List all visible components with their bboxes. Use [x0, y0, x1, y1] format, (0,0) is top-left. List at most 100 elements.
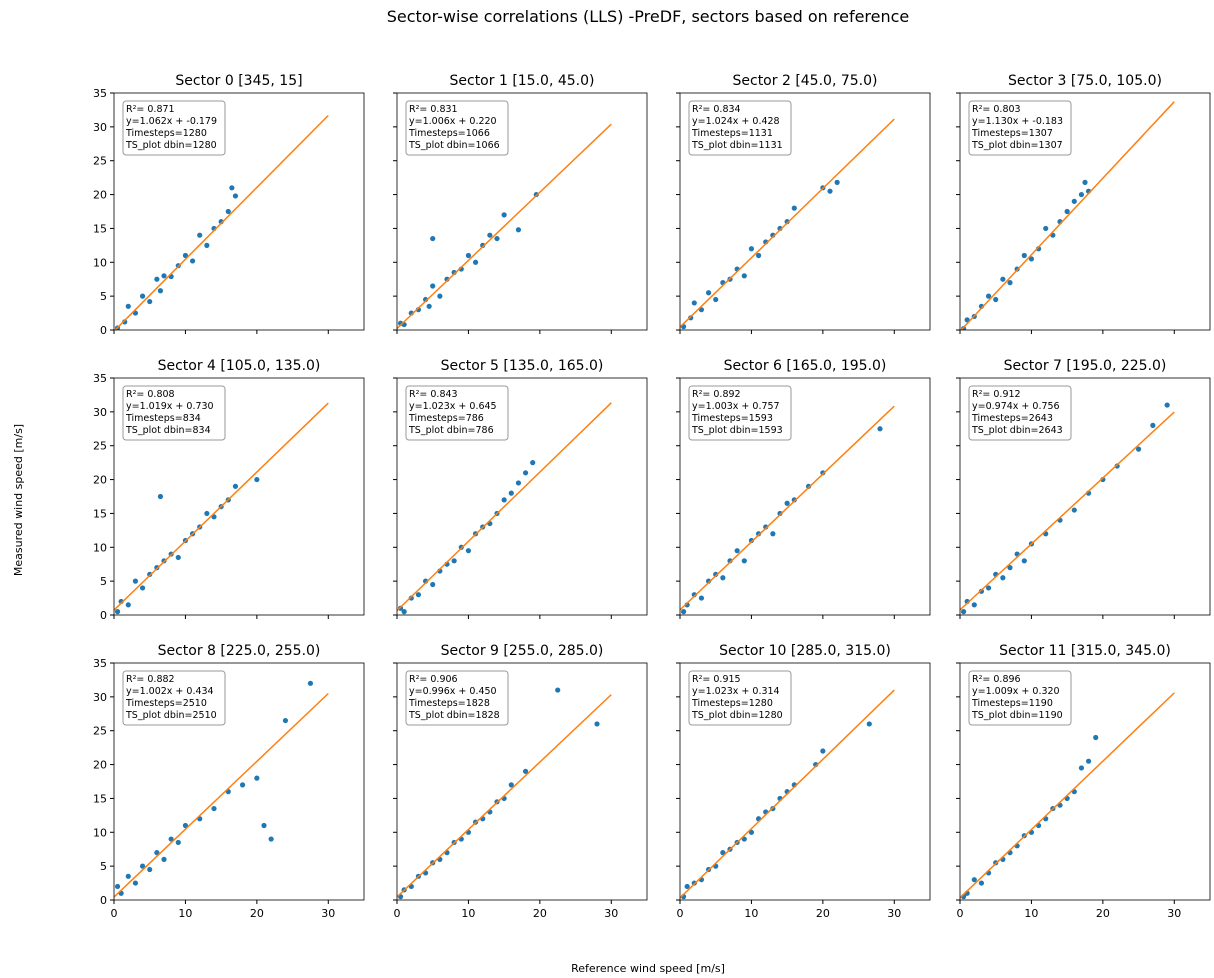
y-tick-label: 10	[93, 541, 107, 554]
point	[533, 191, 539, 198]
point	[713, 296, 719, 303]
point	[426, 303, 432, 309]
axes-frame	[679, 92, 931, 331]
point	[748, 829, 755, 835]
point	[175, 839, 181, 846]
point	[877, 426, 883, 432]
axes-frame	[113, 92, 365, 331]
point	[960, 609, 967, 615]
y-tick-label: 20	[93, 189, 107, 202]
point	[755, 252, 762, 259]
annotation-text: Timesteps=1190	[971, 698, 1053, 709]
point	[748, 537, 755, 544]
y-tick-label: 30	[93, 691, 107, 704]
y-tick-label: 5	[100, 860, 107, 873]
point	[698, 595, 705, 601]
point	[225, 208, 231, 215]
annotation-box	[122, 100, 226, 156]
point	[232, 483, 239, 489]
fit-line	[397, 123, 612, 330]
annotation-text: TS_plot dbin=1131	[691, 140, 783, 151]
point	[805, 483, 812, 489]
annotation-text: R²= 0.896	[972, 674, 1021, 685]
plot-area	[114, 114, 329, 330]
point	[437, 293, 443, 299]
point	[530, 460, 536, 466]
annotation-text: y=1.024x + 0.428	[692, 116, 780, 127]
y-tick-label: 30	[93, 406, 107, 419]
point	[820, 748, 826, 754]
plot-area	[397, 402, 612, 615]
x-tick-label: 20	[250, 907, 264, 920]
point	[770, 531, 776, 537]
point	[401, 609, 407, 615]
point	[555, 687, 561, 693]
y-tick-label: 25	[93, 440, 107, 453]
axes-frame	[396, 92, 648, 331]
axes-frame	[396, 377, 648, 616]
y-tick-label: 35	[93, 87, 107, 100]
annotation-text: TS_plot dbin=1280	[691, 710, 783, 721]
point	[1071, 507, 1077, 513]
point	[182, 822, 189, 829]
fit-line	[960, 411, 1175, 611]
point	[430, 235, 436, 242]
point	[978, 588, 985, 594]
y-tick-label: 15	[93, 507, 107, 520]
point	[154, 276, 160, 282]
point	[232, 193, 239, 199]
annotation-text: TS_plot dbin=2643	[971, 425, 1063, 436]
annotation-text: R²= 0.915	[692, 674, 741, 685]
point	[741, 558, 747, 564]
point	[408, 595, 414, 601]
plot-area	[397, 687, 612, 900]
point	[157, 288, 164, 294]
point	[594, 721, 600, 727]
point	[1064, 208, 1070, 215]
annotation-text: TS_plot dbin=2510	[125, 710, 217, 721]
fit-line	[680, 405, 895, 611]
x-tick-label: 10	[1024, 907, 1038, 920]
subplot-title: Sector 4 [105.0, 135.0)	[158, 358, 321, 374]
subplot-title: Sector 7 [195.0, 225.0)	[1004, 358, 1167, 374]
plot-area	[114, 680, 329, 898]
subplot-title: Sector 6 [165.0, 195.0)	[724, 358, 887, 374]
point	[430, 581, 436, 588]
point	[114, 883, 121, 890]
subplot-title: Sector 0 [345, 15]	[175, 73, 302, 89]
point	[522, 470, 529, 476]
point	[501, 497, 507, 503]
point	[720, 850, 726, 856]
axes-frame	[959, 662, 1211, 901]
annotation-box	[405, 670, 509, 726]
annotation-text: y=1.130x + -0.183	[972, 116, 1063, 127]
point	[508, 782, 514, 788]
subplot-title: Sector 9 [255.0, 285.0)	[441, 643, 604, 659]
annotation-text: TS_plot dbin=1307	[971, 140, 1063, 151]
point	[139, 585, 146, 591]
point	[515, 480, 522, 486]
point	[211, 805, 217, 812]
point	[147, 298, 153, 305]
point	[125, 873, 131, 879]
point	[1028, 256, 1035, 262]
point	[1082, 179, 1088, 185]
point	[827, 188, 833, 194]
annotation-text: R²= 0.912	[972, 389, 1021, 400]
annotation-text: TS_plot dbin=1593	[691, 425, 783, 436]
point	[1071, 198, 1077, 204]
annotation-text: Timesteps=1828	[408, 698, 490, 709]
point	[508, 490, 514, 496]
point	[1150, 422, 1156, 428]
fit-line	[680, 689, 895, 899]
point	[784, 500, 790, 506]
point	[254, 476, 260, 483]
annotation-text: y=1.062x + -0.179	[126, 116, 217, 127]
point	[451, 558, 457, 564]
subplot-title: Sector 5 [135.0, 165.0)	[441, 358, 604, 374]
point	[1093, 734, 1099, 741]
point	[688, 315, 694, 321]
annotation-text: y=1.003x + 0.757	[692, 401, 780, 412]
annotation-box	[405, 385, 509, 441]
